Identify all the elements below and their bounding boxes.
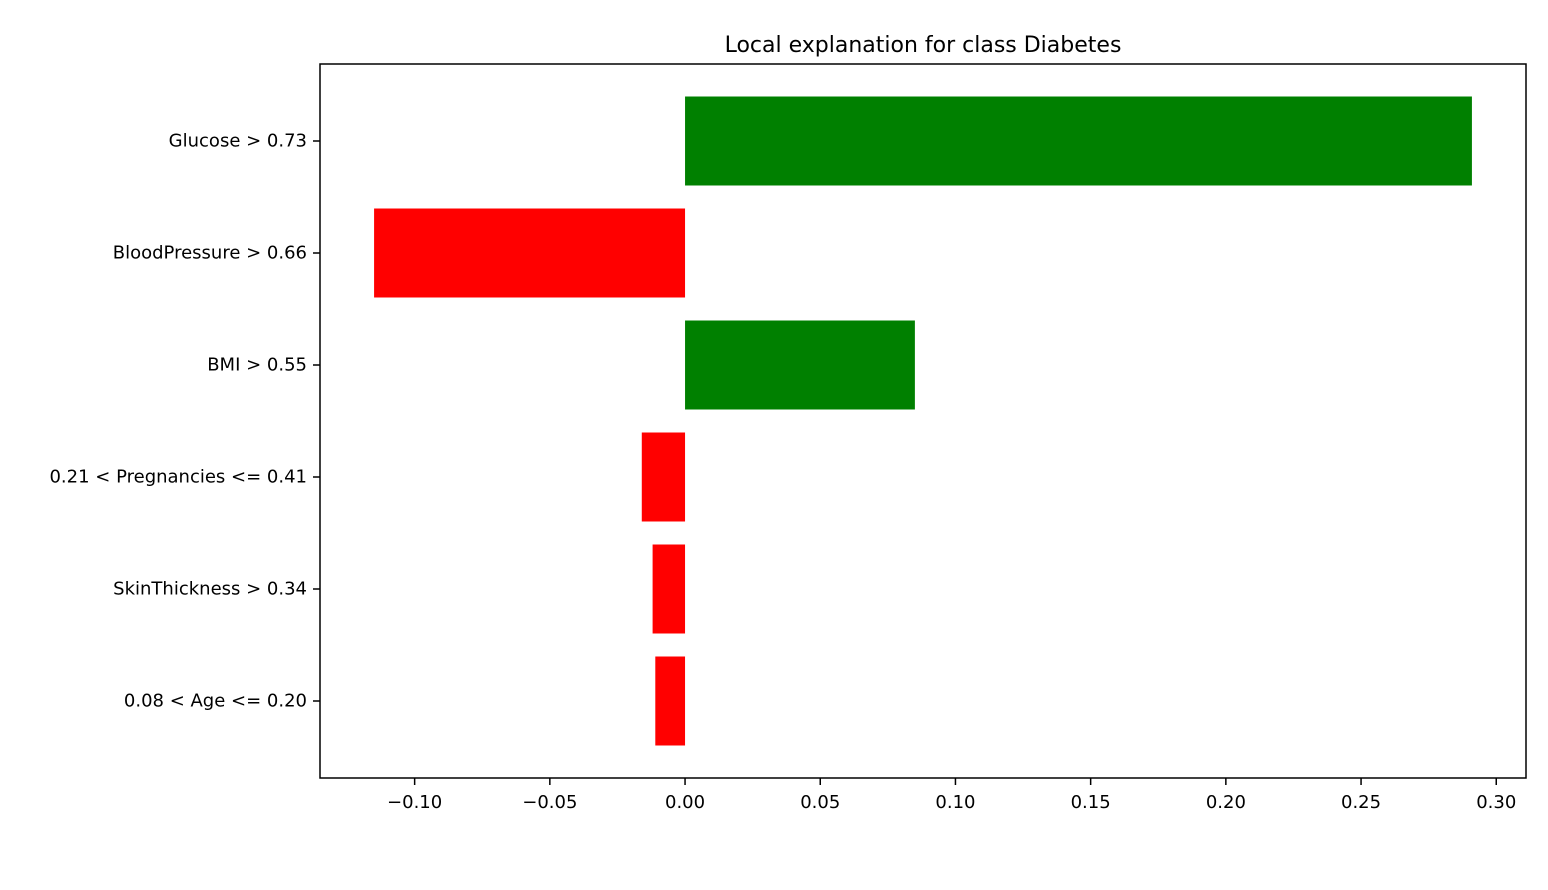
bars xyxy=(374,96,1472,746)
y-tick-label: BloodPressure > 0.66 xyxy=(113,243,307,264)
x-tick-label: −0.05 xyxy=(522,792,577,813)
bar-bloodpressure-0-66 xyxy=(374,208,686,298)
x-tick-label: 0.15 xyxy=(1071,792,1111,813)
bar-0-08-age-0-20 xyxy=(655,656,686,746)
x-tick-label: −0.10 xyxy=(387,792,442,813)
chart-title: Local explanation for class Diabetes xyxy=(725,33,1122,58)
bar-bmi-0-55 xyxy=(685,320,915,410)
y-tick-label: SkinThickness > 0.34 xyxy=(113,579,307,600)
y-tick-label: 0.21 < Pregnancies <= 0.41 xyxy=(49,467,307,488)
x-axis: −0.10 −0.05 0.00 0.05 0.10 0.15 0.20 0.25 0.30 xyxy=(387,778,1516,813)
x-tick-label: 0.20 xyxy=(1206,792,1246,813)
x-tick-label: 0.25 xyxy=(1341,792,1381,813)
plot-area-frame xyxy=(319,63,1527,779)
y-axis: Glucose > 0.73 BloodPressure > 0.66 BMI > … xyxy=(49,131,320,712)
bar-glucose-0-73 xyxy=(685,96,1472,186)
y-tick-label: 0.08 < Age <= 0.20 xyxy=(124,691,307,712)
bar-skinthickness-0-34 xyxy=(652,544,686,634)
x-tick-label: 0.05 xyxy=(800,792,840,813)
x-tick-label: 0.30 xyxy=(1476,792,1516,813)
bar-0-21-pregnancies-0-41 xyxy=(641,432,686,522)
x-tick-label: 0.10 xyxy=(935,792,975,813)
x-tick-label: 0.00 xyxy=(665,792,705,813)
y-tick-label: Glucose > 0.73 xyxy=(169,131,307,152)
y-tick-label: BMI > 0.55 xyxy=(207,355,307,376)
